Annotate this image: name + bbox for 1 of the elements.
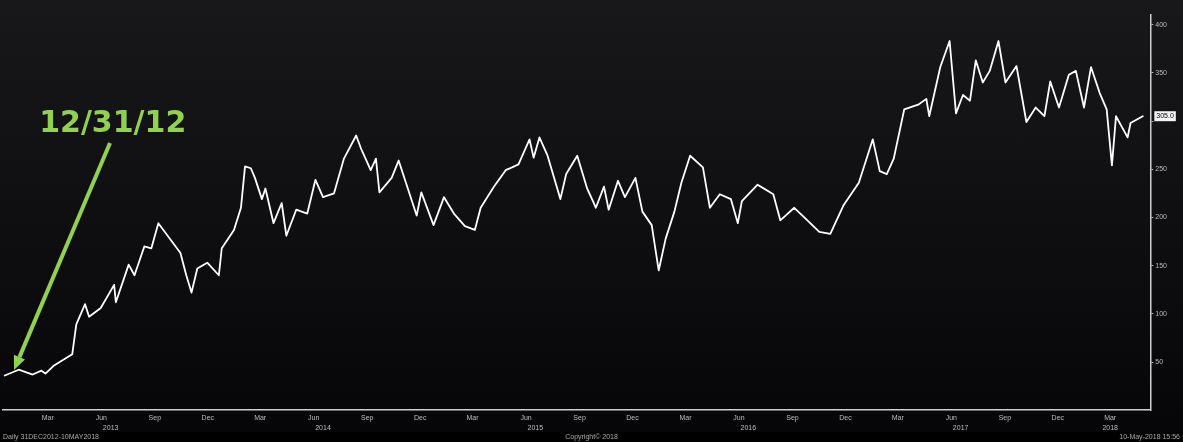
annotation: 12/31/12: [39, 104, 187, 140]
